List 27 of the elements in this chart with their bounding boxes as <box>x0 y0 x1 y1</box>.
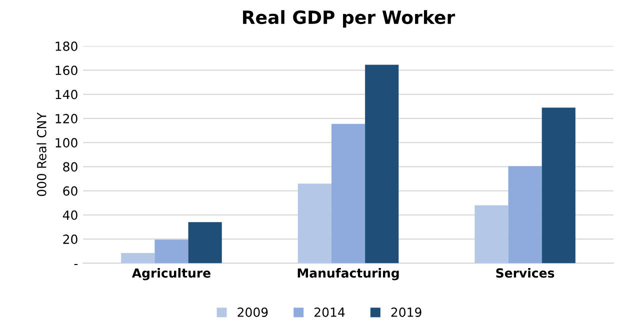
y-tick-label: 160 <box>56 66 78 76</box>
y-tick-label: 40 <box>62 210 78 220</box>
y-tick-label: 180 <box>56 42 78 51</box>
bar <box>365 64 399 264</box>
bar <box>298 184 332 264</box>
chart-title: Real GDP per Worker <box>243 10 456 28</box>
bar <box>154 240 188 264</box>
bar <box>542 108 576 264</box>
y-tick-label: 20 <box>63 234 78 244</box>
bar <box>188 222 222 264</box>
y-tick-label: 80 <box>63 162 78 172</box>
y-tick-label: - <box>74 264 78 266</box>
y-axis-title: 000 Real CNY <box>36 112 46 196</box>
bar <box>474 205 508 264</box>
y-tick-label: 60 <box>63 186 78 196</box>
x-tick-label: Manufacturing <box>298 268 399 280</box>
y-tick-label: 100 <box>56 138 78 148</box>
y-tick-label: 140 <box>56 90 78 100</box>
y-tick-label: 120 <box>56 114 78 124</box>
legend-label: 2014 <box>314 308 345 317</box>
bar <box>508 166 542 264</box>
legend-label: 2019 <box>391 308 422 317</box>
bar <box>121 252 155 264</box>
bar <box>331 124 366 264</box>
x-tick-label: Services <box>496 268 554 278</box>
legend-label: 2009 <box>238 308 268 317</box>
x-tick-label: Agriculture <box>132 268 210 280</box>
